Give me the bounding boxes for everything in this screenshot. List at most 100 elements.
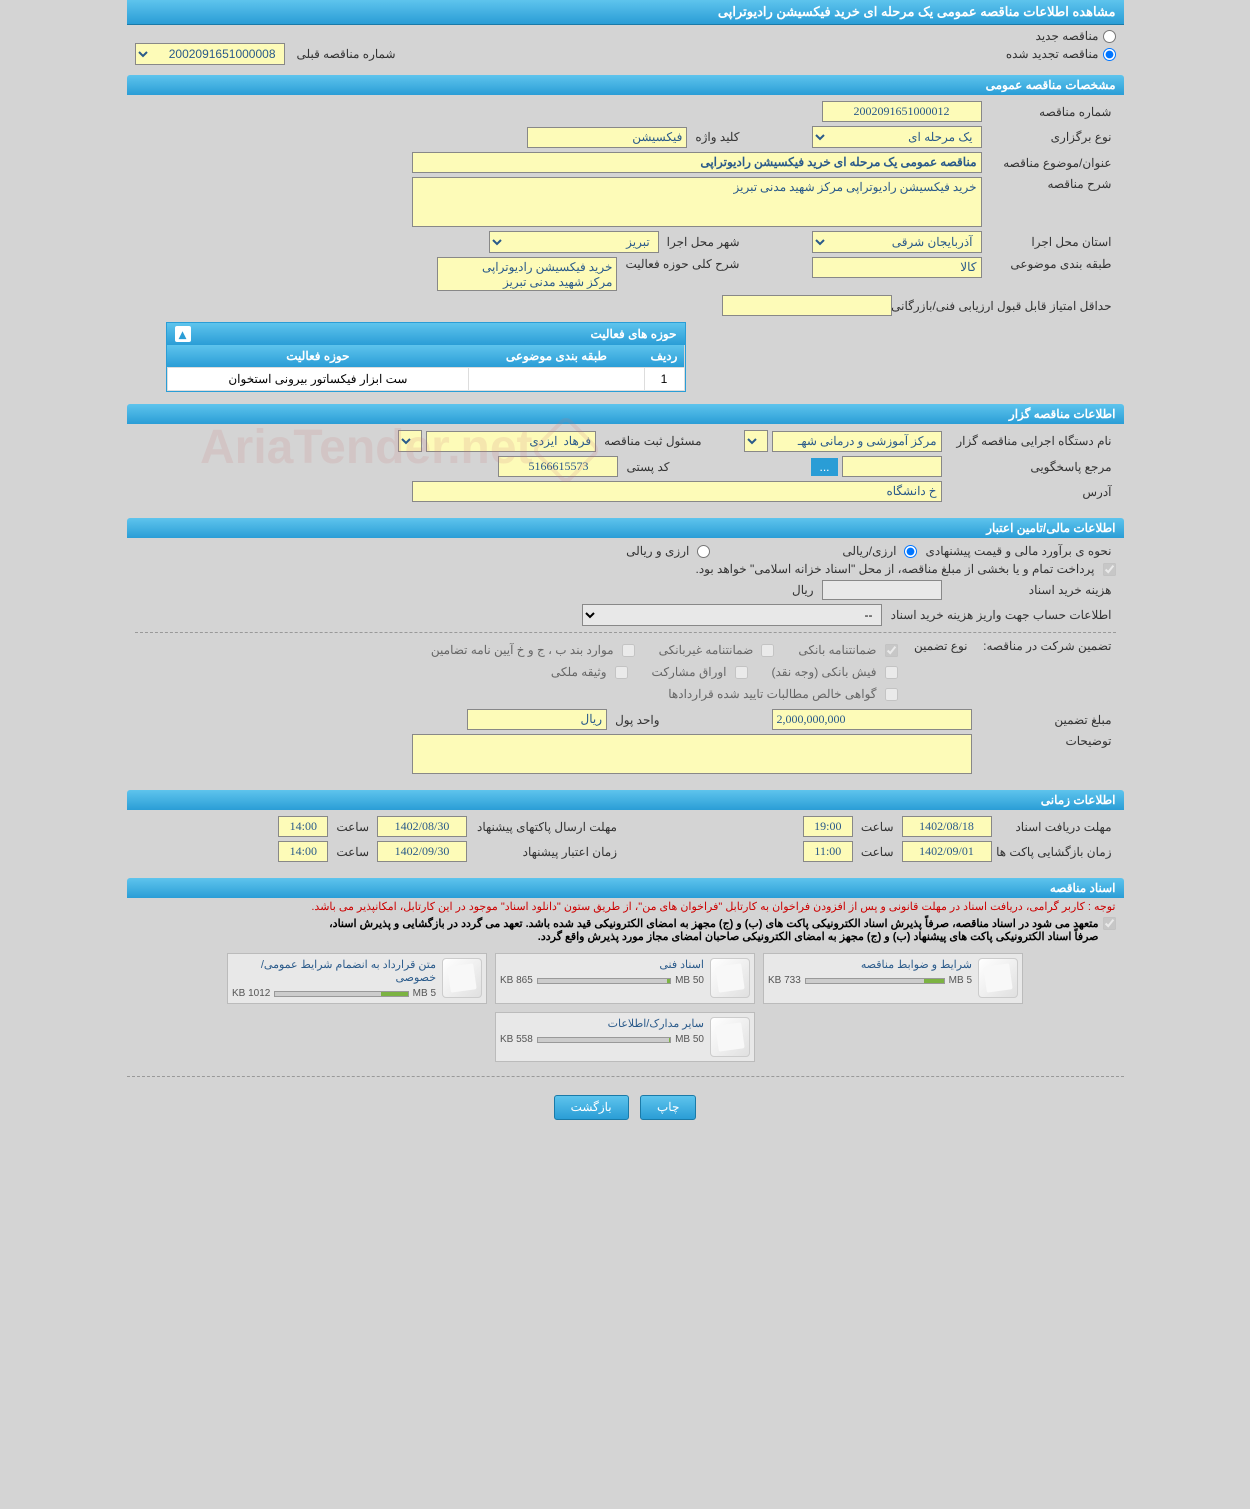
city-select[interactable]: تبریز <box>489 231 659 253</box>
category-label: طبقه بندی موضوعی <box>986 257 1116 271</box>
doc-card[interactable]: اسناد فنی50 MB865 KB <box>495 953 755 1004</box>
valid-time[interactable] <box>278 841 328 862</box>
org-select[interactable] <box>744 430 768 452</box>
doc-total: 5 MB <box>949 975 972 986</box>
docs-note-1: متعهد می شود در اسناد مناقصه، صرفاً پذیر… <box>329 917 1098 930</box>
folder-icon <box>442 958 482 998</box>
tender-no-label: شماره مناقصه <box>986 105 1116 119</box>
g-receivables-label: گواهی خالص مطالبات تایید شده قراردادها <box>668 687 876 701</box>
doc-used: 1012 KB <box>232 988 270 999</box>
prev-tender-select[interactable]: 2002091651000008 <box>135 43 285 65</box>
doc-used: 558 KB <box>500 1034 533 1045</box>
org-field[interactable] <box>772 431 942 452</box>
type-select[interactable]: یک مرحله ای <box>812 126 982 148</box>
desc-field[interactable]: خرید فیکسیشن رادیوتراپی مرکز شهید مدنی ت… <box>412 177 982 227</box>
g-property-checkbox <box>615 666 628 679</box>
g-securities-label: اوراق مشارکت <box>652 665 727 679</box>
new-tender-radio[interactable] <box>1103 30 1116 43</box>
receive-date[interactable] <box>902 816 992 837</box>
doc-card[interactable]: متن قرارداد به انضمام شرایط عمومی/خصوصی5… <box>227 953 487 1004</box>
postal-field[interactable] <box>498 456 618 477</box>
renewed-tender-radio[interactable] <box>1103 48 1116 61</box>
cost-unit: ریال <box>788 583 818 597</box>
subject-field[interactable] <box>412 152 982 173</box>
section-financial: اطلاعات مالی/تامین اعتبار <box>127 518 1124 538</box>
g-bank-checkbox <box>885 644 898 657</box>
g-property-label: وثیقه ملکی <box>551 665 607 679</box>
folder-icon <box>978 958 1018 998</box>
treasury-checkbox <box>1103 563 1116 576</box>
org-label: نام دستگاه اجرایی مناقصه گزار <box>946 434 1116 448</box>
city-label: شهر محل اجرا <box>663 235 744 249</box>
docs-note-2: صرفاً اسناد الکترونیکی پاکت های پیشنهاد … <box>329 930 1098 943</box>
doc-title: اسناد فنی <box>500 958 704 971</box>
collapse-icon[interactable]: ▴ <box>175 326 191 342</box>
doc-card[interactable]: سایر مدارک/اطلاعات 50 MB 558 KB <box>495 1012 755 1062</box>
scope-field[interactable]: خرید فیکسیشن رادیوتراپی مرکز شهید مدنی ت… <box>437 257 617 291</box>
folder-icon <box>710 958 750 998</box>
reg-resp-field[interactable] <box>426 431 596 452</box>
method-label: نحوه ی برآورد مالی و قیمت پیشنهادی <box>921 544 1115 558</box>
cost-label: هزینه خرید اسناد <box>946 583 1116 597</box>
method-arzi-radio[interactable] <box>697 545 710 558</box>
doc-title: سایر مدارک/اطلاعات <box>500 1017 704 1030</box>
doc-total: 50 MB <box>675 1034 704 1045</box>
open-time-label: ساعت <box>857 845 898 859</box>
tender-no-field[interactable] <box>822 101 982 122</box>
section-general: مشخصات مناقصه عمومی <box>127 75 1124 95</box>
send-time[interactable] <box>278 816 328 837</box>
activity-panel-title: حوزه های فعالیت <box>591 327 677 341</box>
cost-field[interactable] <box>822 580 942 600</box>
postal-label: کد پستی <box>622 460 673 474</box>
col-scope: حوزه فعالیت <box>167 345 469 368</box>
g-bylaw-label: موارد بند ب ، ج و خ آیین نامه تضامین <box>431 643 614 657</box>
send-time-label: ساعت <box>332 820 373 834</box>
method-arzi-label: ارزی و ریالی <box>622 544 693 558</box>
method-riali-label: ارزی/ریالی <box>838 544 900 558</box>
folder-icon <box>710 1017 750 1057</box>
category-field[interactable] <box>812 257 982 278</box>
account-select[interactable]: -- <box>582 604 882 626</box>
activity-table: ردیف طبقه بندی موضوعی حوزه فعالیت 1ست اب… <box>167 345 685 391</box>
doc-card[interactable]: شرایط و ضوابط مناقصه5 MB733 KB <box>763 953 1023 1004</box>
guarantee-type-label: نوع تضمین <box>902 639 972 653</box>
min-score-field[interactable] <box>722 295 892 316</box>
subject-label: عنوان/موضوع مناقصه <box>986 156 1116 170</box>
g-bank-label: ضمانتنامه بانکی <box>798 643 876 657</box>
print-button[interactable]: چاپ <box>640 1095 696 1120</box>
amount-field[interactable] <box>772 709 972 730</box>
doc-used: 733 KB <box>768 975 801 986</box>
open-time[interactable] <box>803 841 853 862</box>
table-row: 1ست ابزار فیکساتور بیرونی استخوان <box>167 368 684 391</box>
docs-note-red: توجه : کاربر گرامی، دریافت اسناد در مهلت… <box>127 898 1124 915</box>
g-cash-checkbox <box>885 666 898 679</box>
notes-field[interactable] <box>412 734 972 774</box>
open-date[interactable] <box>902 841 992 862</box>
page-title: مشاهده اطلاعات مناقصه عمومی یک مرحله ای … <box>127 0 1124 25</box>
amount-label: مبلغ تضمین <box>976 713 1116 727</box>
guarantee-section-label: تضمین شرکت در مناقصه: <box>976 639 1116 653</box>
new-tender-label: مناقصه جدید <box>1036 29 1099 43</box>
receive-label: مهلت دریافت اسناد <box>996 820 1116 834</box>
province-select[interactable]: آذربایجان شرقی <box>812 231 982 253</box>
min-score-label: حداقل امتیاز قابل قبول ارزیابی فنی/بازرگ… <box>896 299 1116 313</box>
keyword-field[interactable] <box>527 127 687 148</box>
open-label: زمان بازگشایی پاکت ها <box>996 845 1116 859</box>
receive-time[interactable] <box>803 816 853 837</box>
resp-more-button[interactable]: ... <box>811 458 837 476</box>
resp-field[interactable] <box>842 456 942 477</box>
send-label: مهلت ارسال پاکتهای پیشنهاد <box>471 820 621 834</box>
currency-label: واحد پول <box>611 713 663 727</box>
doc-used: 865 KB <box>500 975 533 986</box>
send-date[interactable] <box>377 816 467 837</box>
method-riali-radio[interactable] <box>904 545 917 558</box>
currency-field[interactable] <box>467 709 607 730</box>
back-button[interactable]: بازگشت <box>554 1095 629 1120</box>
address-field[interactable] <box>412 481 942 502</box>
valid-date[interactable] <box>377 841 467 862</box>
reg-resp-select[interactable] <box>398 430 422 452</box>
prev-tender-label: شماره مناقصه قبلی <box>293 47 400 61</box>
doc-title: متن قرارداد به انضمام شرایط عمومی/خصوصی <box>232 958 436 984</box>
desc-label: شرح مناقصه <box>986 177 1116 191</box>
keyword-label: کلید واژه <box>691 130 743 144</box>
